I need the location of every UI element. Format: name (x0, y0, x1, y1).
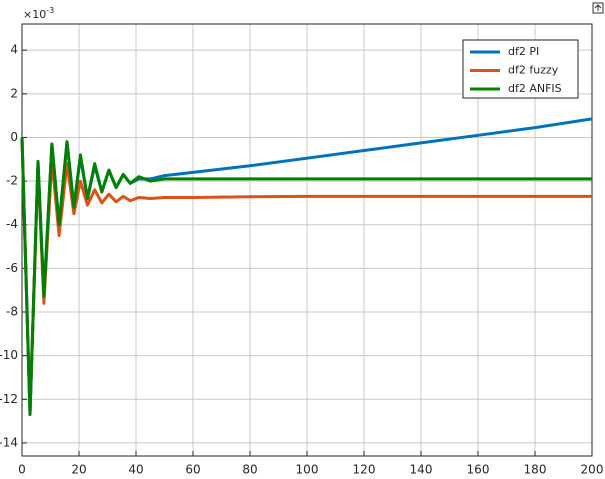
y-multiplier: ×10-3 (23, 6, 54, 22)
y-tick-label: -2 (6, 174, 18, 188)
x-tick-label: 0 (18, 463, 26, 477)
y-tick-label: 4 (10, 43, 18, 57)
y-tick-label: -4 (6, 217, 18, 231)
y-tick-label: 2 (10, 86, 18, 100)
y-tick-label: -6 (6, 261, 18, 275)
x-tick-label: 180 (524, 463, 547, 477)
x-tick-label: 120 (353, 463, 376, 477)
y-multiplier-base: ×10 (23, 8, 46, 21)
x-tick-label: 80 (242, 463, 257, 477)
y-tick-label: -10 (0, 348, 18, 362)
x-tick-label: 100 (296, 463, 319, 477)
x-tick-label: 200 (581, 463, 604, 477)
y-tick-label: -8 (6, 305, 18, 319)
x-tick-label: 140 (410, 463, 433, 477)
x-tick-label: 40 (128, 463, 143, 477)
legend-label: df2 ANFIS (508, 82, 562, 95)
legend-label: df2 fuzzy (508, 64, 559, 77)
y-tick-label: -12 (0, 392, 18, 406)
y-tick-label: -14 (0, 435, 18, 449)
x-tick-label: 20 (71, 463, 86, 477)
series-line (20, 137, 592, 416)
x-tick-label: 160 (467, 463, 490, 477)
toolbar-icon[interactable] (592, 2, 604, 14)
y-multiplier-exponent: -3 (46, 6, 54, 15)
x-tick-label: 60 (185, 463, 200, 477)
legend-label: df2 PI (508, 45, 539, 58)
axes-box (21, 23, 593, 457)
y-tick-label: 0 (10, 130, 18, 144)
